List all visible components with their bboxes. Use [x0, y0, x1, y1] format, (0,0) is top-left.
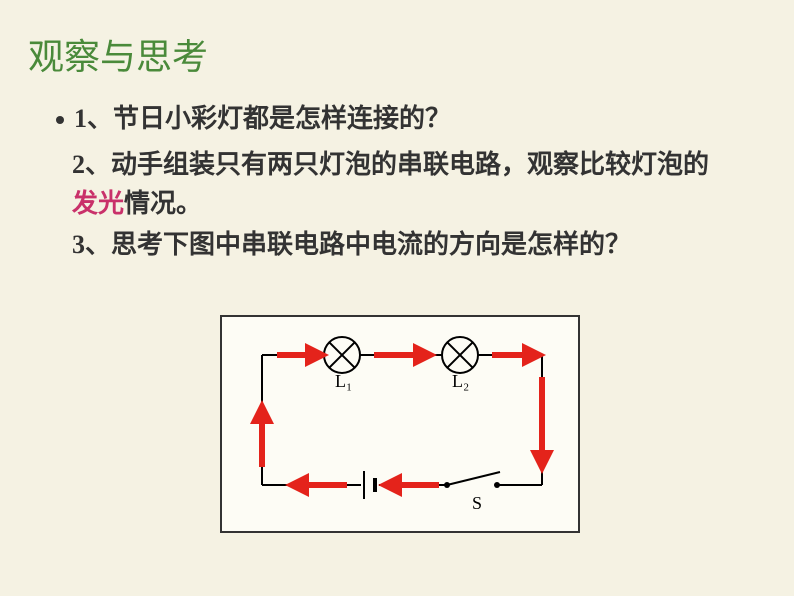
q2-highlight: 发光 [72, 189, 124, 218]
question-3: 3、思考下图中串联电路中电流的方向是怎样的？ [72, 225, 732, 264]
bullet-icon [56, 116, 64, 124]
q3-text: 3、思考下图中串联电路中电流的方向是怎样的？ [72, 230, 631, 259]
heading-text: 观察与思考 [28, 37, 208, 77]
question-1-row: 1、节日小彩灯都是怎样连接的？ [56, 98, 451, 135]
svg-text:L₁: L₁ [335, 371, 352, 391]
circuit-svg: L₁ L₂ S [222, 317, 578, 531]
q2-post: 情况。 [124, 189, 202, 218]
question-2: 2、动手组装只有两只灯泡的串联电路，观察比较灯泡的发光情况。 [72, 145, 732, 223]
svg-text:S: S [472, 493, 482, 513]
section-heading: 观察与思考 [28, 28, 208, 80]
svg-text:L₂: L₂ [452, 371, 469, 391]
question-1-text: 1、节日小彩灯都是怎样连接的？ [74, 98, 451, 135]
q2-pre: 2、动手组装只有两只灯泡的串联电路，观察比较灯泡的 [72, 150, 709, 179]
circuit-diagram: L₁ L₂ S [220, 315, 580, 533]
